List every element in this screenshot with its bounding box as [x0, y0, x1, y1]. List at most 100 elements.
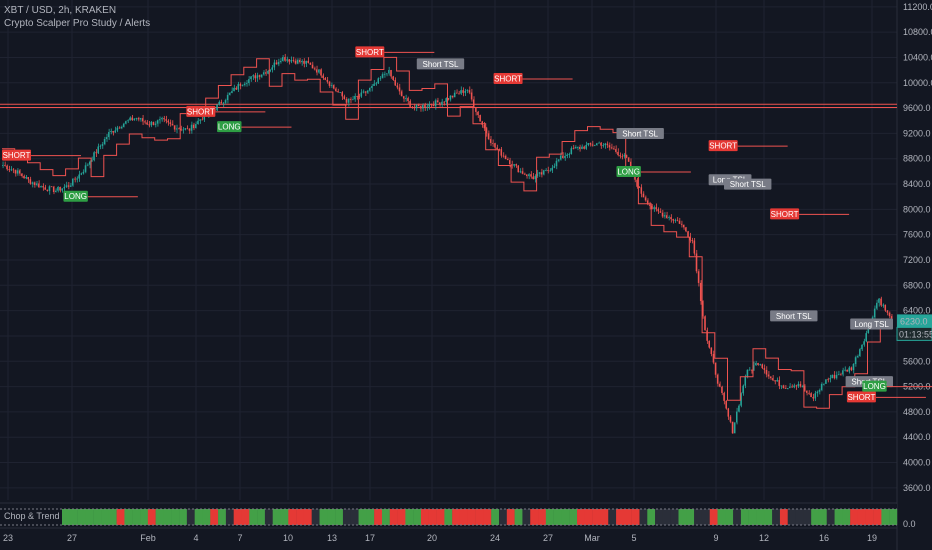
chop-trend-bar: [397, 509, 406, 525]
y-tick-label: 9200.0: [903, 128, 931, 138]
candle: [625, 154, 628, 158]
candle: [25, 176, 27, 179]
candle: [99, 145, 102, 147]
candle: [765, 369, 768, 375]
chop-trend-bar: [670, 509, 679, 525]
chop-trend-pane: 0.0: [0, 502, 916, 529]
chop-trend-bar: [249, 509, 258, 525]
candle: [290, 59, 293, 62]
chop-trend-bar: [467, 509, 476, 525]
candle: [646, 200, 649, 205]
candle: [695, 253, 698, 272]
candle: [532, 176, 534, 180]
candle: [672, 219, 674, 221]
chop-trend-bar: [124, 509, 133, 525]
candle: [752, 365, 755, 371]
candle: [76, 178, 78, 180]
candle: [4, 165, 6, 166]
candle: [886, 310, 889, 313]
candle: [228, 92, 231, 95]
candle: [659, 211, 662, 213]
candle: [534, 176, 536, 180]
candle: [882, 304, 884, 306]
candle: [385, 73, 388, 75]
candle: [772, 378, 774, 381]
candle: [555, 160, 558, 167]
candle: [199, 119, 201, 121]
candle: [844, 369, 846, 371]
chop-trend-bar: [366, 509, 375, 525]
candle: [218, 101, 220, 105]
candle: [600, 142, 602, 146]
chop-trend-bar: [881, 509, 890, 525]
candle: [748, 369, 751, 371]
candle: [566, 154, 568, 157]
candle: [596, 143, 598, 146]
chop-trend-bar: [459, 509, 468, 525]
candle: [27, 176, 29, 180]
candle: [738, 405, 740, 412]
signal-label: SHORT: [356, 48, 384, 57]
candle: [509, 160, 511, 165]
candle: [55, 190, 57, 193]
candle: [540, 172, 543, 175]
x-tick-label: 27: [543, 533, 553, 543]
candle: [873, 308, 876, 318]
candle: [165, 119, 167, 121]
chop-trend-bar: [748, 509, 757, 525]
candle: [93, 152, 95, 161]
candle: [619, 155, 621, 157]
candle: [127, 120, 129, 122]
candle: [612, 148, 615, 150]
y-tick-label: 5600.0: [903, 356, 931, 366]
candle: [305, 60, 307, 64]
candle: [112, 131, 114, 133]
candle: [782, 385, 785, 388]
candle: [78, 174, 80, 179]
candle: [559, 155, 562, 160]
candle: [515, 164, 517, 166]
candle: [146, 122, 148, 125]
chop-trend-bar: [662, 509, 671, 525]
candle: [167, 120, 169, 123]
candle: [74, 178, 76, 180]
candle: [237, 84, 239, 90]
candle: [699, 282, 702, 302]
candle: [356, 96, 358, 97]
signal-badge: [862, 380, 887, 392]
chop-trend-bar: [140, 509, 149, 525]
chop-trend-bar: [335, 509, 344, 525]
candle: [366, 90, 369, 93]
chop-trend-bar: [850, 509, 859, 525]
candle: [776, 380, 778, 382]
candle: [430, 104, 433, 106]
candle: [80, 173, 83, 175]
chop-trend-bar: [147, 509, 156, 525]
candle: [116, 127, 119, 131]
chop-trend-bar: [389, 509, 398, 525]
candle: [86, 164, 89, 166]
candle: [379, 77, 382, 79]
chop-trend-bar: [709, 509, 718, 525]
candle: [733, 422, 736, 434]
x-tick-label: 27: [67, 533, 77, 543]
candle: [579, 146, 581, 149]
candle: [774, 380, 776, 382]
y-tick-label: 7600.0: [903, 230, 931, 240]
candle: [462, 90, 464, 93]
candle: [729, 416, 732, 422]
chop-trend-bar: [647, 509, 656, 525]
candle: [252, 75, 254, 77]
candle: [784, 387, 787, 389]
candle: [163, 118, 165, 120]
candle: [335, 88, 337, 92]
candle: [150, 121, 153, 126]
chop-trend-bar: [725, 509, 734, 525]
candle: [513, 164, 515, 166]
candle: [332, 85, 335, 89]
countdown-badge: [896, 326, 932, 341]
candle: [598, 142, 600, 144]
candle: [33, 182, 36, 185]
candle: [142, 118, 144, 122]
